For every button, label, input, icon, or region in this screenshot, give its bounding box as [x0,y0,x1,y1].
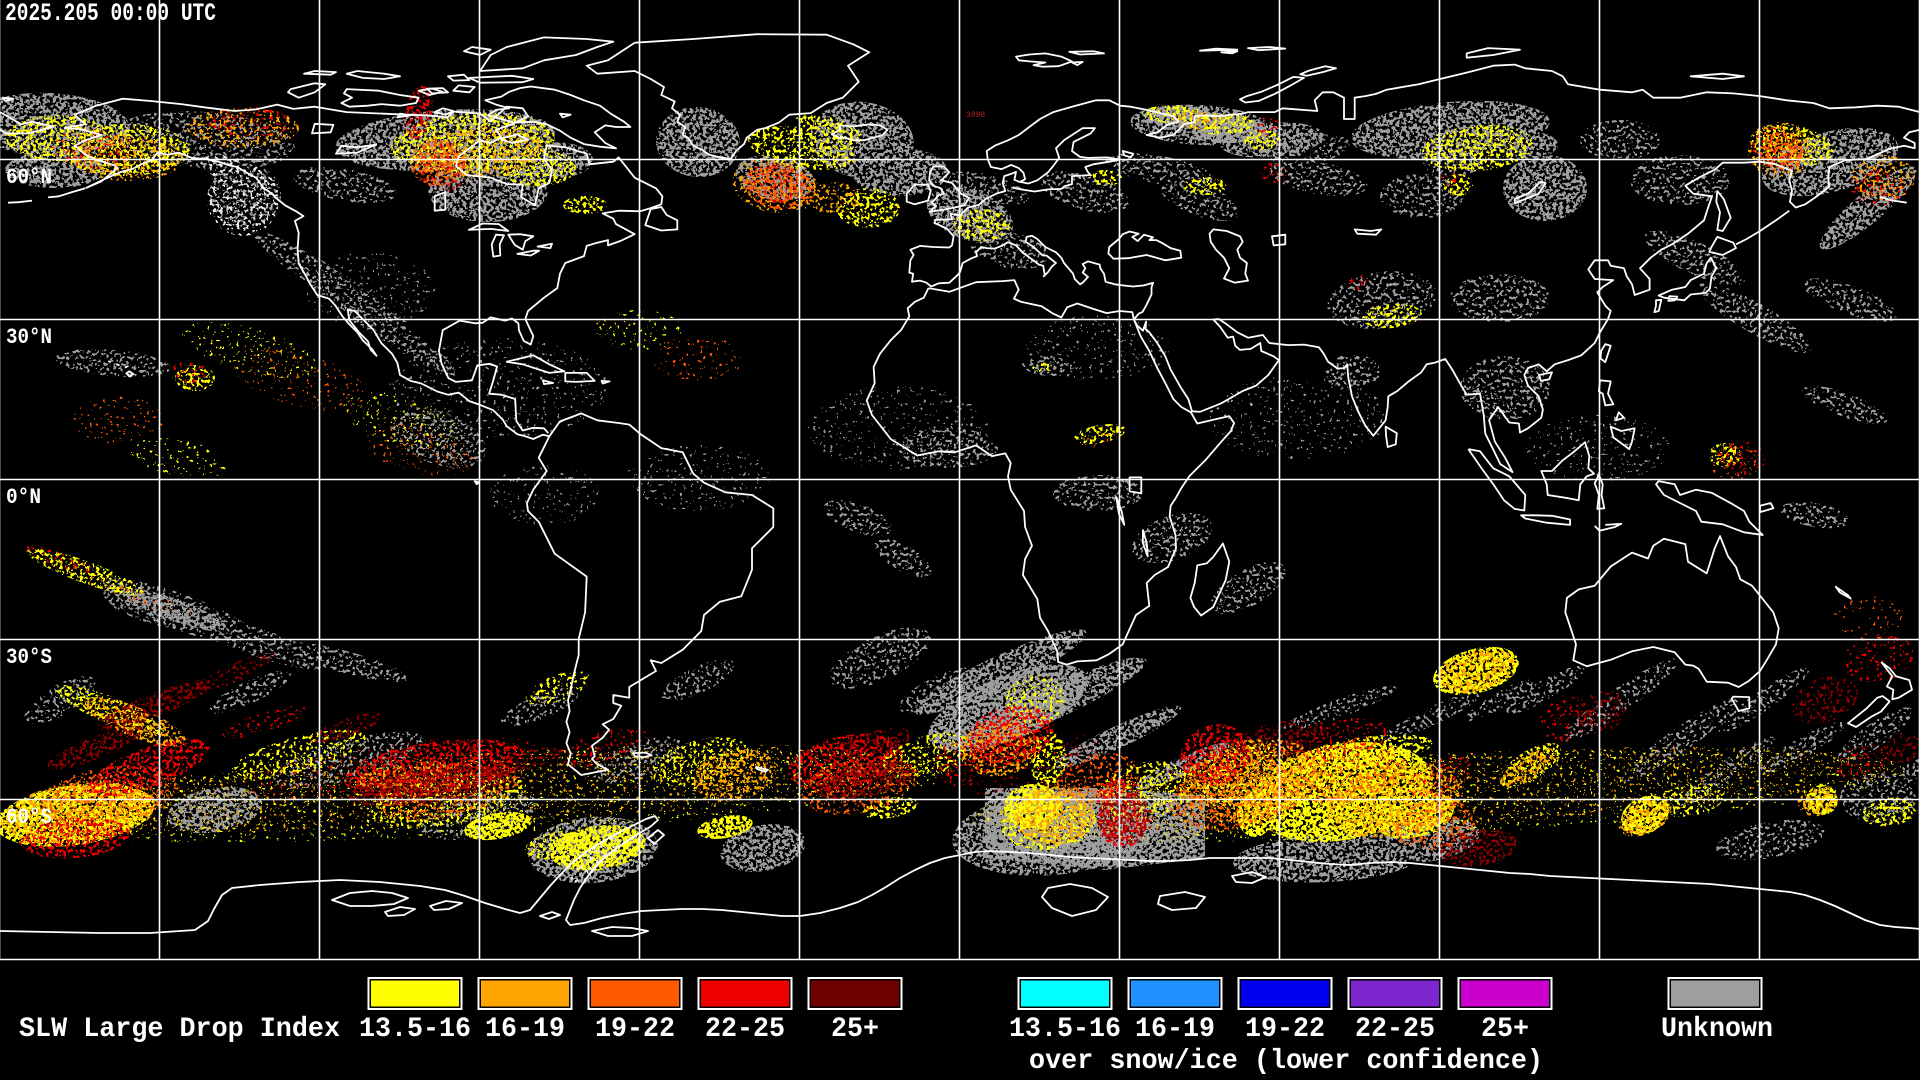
svg-text:25+: 25+ [831,1014,879,1045]
svg-text:60°S: 60°S [6,805,52,830]
svg-text:0°N: 0°N [6,485,41,510]
svg-text:Unknown: Unknown [1661,1014,1773,1045]
svg-text:SLW Large Drop Index: SLW Large Drop Index [19,1014,340,1045]
svg-text:2025.205 00:00 UTC: 2025.205 00:00 UTC [5,0,216,28]
svg-text:19-22: 19-22 [1245,1014,1325,1045]
svg-text:16-19: 16-19 [485,1014,565,1045]
svg-text:16-19: 16-19 [1135,1014,1215,1045]
svg-text:22-25: 22-25 [705,1014,785,1045]
svg-text:30°N: 30°N [6,325,52,350]
svg-text:30°S: 30°S [6,645,52,670]
svg-text:13.5-16: 13.5-16 [359,1014,471,1045]
svg-text:over snow/ice (lower confidenc: over snow/ice (lower confidence) [1029,1046,1543,1077]
svg-text:22-25: 22-25 [1355,1014,1435,1045]
svg-text:19-22: 19-22 [595,1014,675,1045]
svg-text:13.5-16: 13.5-16 [1009,1014,1121,1045]
svg-text:3898: 3898 [966,111,985,120]
svg-text:25+: 25+ [1481,1014,1529,1045]
svg-text:60°N: 60°N [6,165,52,190]
